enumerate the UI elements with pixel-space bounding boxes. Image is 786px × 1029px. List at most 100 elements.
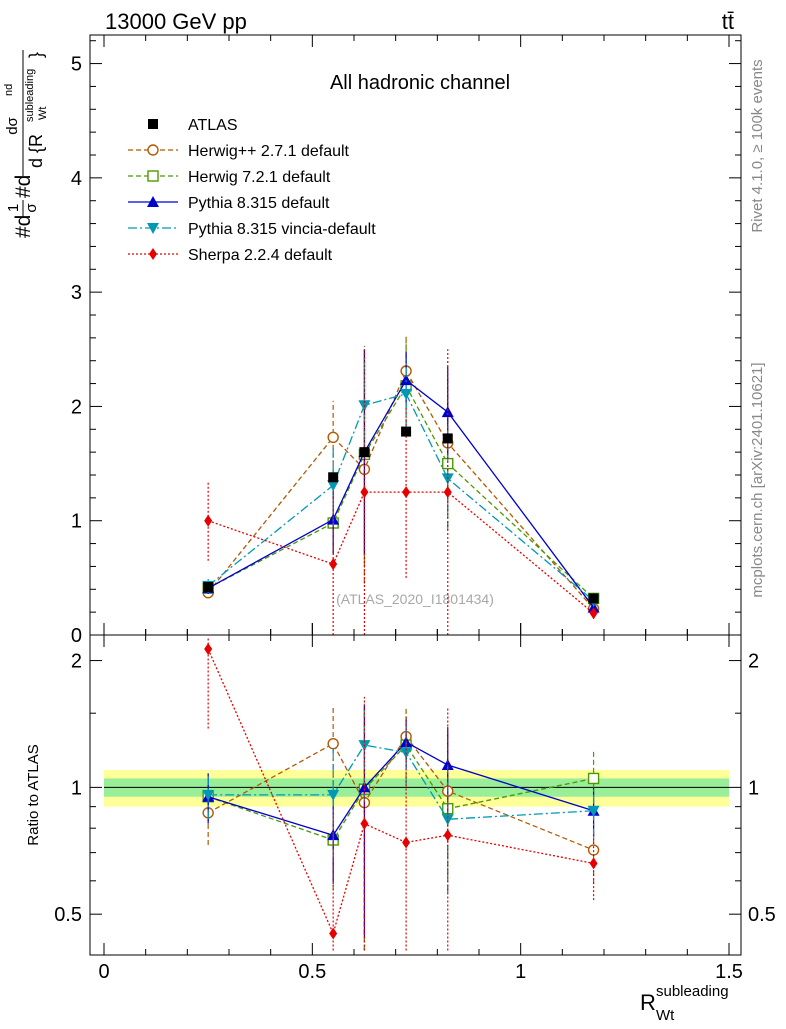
y-label-close: } — [26, 52, 46, 58]
y-label-prefix: #d — [12, 215, 35, 238]
x-tick-label: 0.5 — [298, 961, 326, 983]
ratio-frame — [89, 634, 742, 956]
ratio-point — [589, 857, 598, 870]
ratio-line — [207, 741, 594, 836]
legend-label: Pythia 8.315 default — [188, 195, 330, 212]
ratio-y-tick-label-right: 1 — [748, 777, 759, 799]
legend-marker — [147, 196, 159, 207]
mcplots-label: mcplots.cern.ch [arXiv:2401.10621] — [749, 362, 766, 597]
series-line — [207, 369, 595, 610]
data-point — [441, 406, 454, 418]
main-y-tick-label: 5 — [71, 54, 82, 76]
y-label-numer: dσ — [4, 116, 21, 134]
ratio-y-tick-label-left: 0.5 — [54, 904, 82, 926]
x-axis: 0 0.5 1 1.5 — [98, 35, 743, 983]
data-point — [360, 486, 369, 499]
main-y-tick-label: 4 — [71, 168, 82, 190]
legend-entry: Herwig++ 2.7.1 default — [128, 143, 350, 160]
x-tick-label: 0 — [98, 961, 109, 983]
ratio-bands — [104, 769, 729, 807]
legend-entry: Pythia 8.315 vincia-default — [128, 221, 376, 238]
legend-label: Herwig 7.2.1 default — [188, 169, 331, 186]
y-label-denom-sub: Wt — [37, 107, 49, 120]
ratio-point — [443, 829, 452, 842]
ratio-panel: 0.5 0.5 1 1 2 2 Ratio to ATLAS — [25, 634, 776, 956]
data-point — [400, 374, 413, 386]
ratio-point — [402, 836, 411, 849]
legend-label: ATLAS — [188, 117, 238, 134]
data-point — [204, 514, 213, 527]
legend-marker — [147, 223, 159, 234]
y-label-one: 1 — [5, 204, 22, 212]
series-4 — [204, 349, 598, 635]
ratio-point — [441, 814, 454, 826]
series-1 — [202, 340, 600, 605]
ratio-point — [202, 789, 215, 801]
atlas-point — [401, 426, 412, 437]
main-y-tick-label: 1 — [71, 511, 82, 533]
series-line — [207, 393, 595, 602]
y-axis-label: #d 1 σ #d dσ nd d {R subleading Wt } — [3, 50, 49, 238]
series-3 — [202, 353, 600, 607]
ratio-y-ticks: 0.5 0.5 1 1 2 2 — [54, 651, 776, 927]
ratio-line — [207, 648, 594, 936]
series-line — [207, 491, 594, 614]
y-label-sigma: σ — [23, 203, 40, 213]
y-label-denom: d {R — [26, 134, 46, 168]
main-y-tick-label: 0 — [71, 625, 82, 647]
y-label-denom-sup: subleading — [24, 69, 36, 122]
atlas-data — [203, 426, 599, 604]
main-panel: All hadronic channel (ATLAS_2020_I180143… — [71, 34, 742, 647]
ratio-y-tick-label-left: 2 — [71, 651, 82, 673]
legend-entry: Pythia 8.315 default — [128, 195, 330, 212]
legend-marker — [147, 170, 159, 182]
data-point — [589, 607, 598, 620]
ratio-y-tick-label-right: 0.5 — [748, 904, 776, 926]
ratio-y-label: Ratio to ATLAS — [25, 744, 42, 845]
process-label: tt̄ — [722, 9, 734, 34]
series-line — [207, 379, 595, 608]
legend-marker — [149, 248, 157, 260]
x-label-sup: subleading — [656, 983, 729, 1000]
series-line — [207, 384, 595, 599]
ratio-series — [202, 636, 600, 951]
ratio-point — [358, 781, 371, 793]
data-point — [400, 388, 413, 400]
ratio-y-tick-label-left: 1 — [71, 777, 82, 799]
ratio-point — [204, 643, 213, 656]
legend-label: Herwig++ 2.7.1 default — [188, 143, 350, 160]
y-label-mid: #d — [12, 175, 35, 198]
x-axis-label: R subleading Wt — [640, 983, 729, 1024]
ratio-point — [587, 772, 600, 785]
ratio-line — [207, 735, 594, 851]
data-point — [443, 486, 452, 499]
main-series — [202, 336, 600, 635]
x-label-sub: Wt — [656, 1007, 675, 1024]
legend-marker — [147, 144, 159, 156]
series-2 — [202, 349, 600, 613]
data-point — [327, 431, 339, 443]
energy-label: 13000 GeV pp — [105, 9, 247, 34]
data-point — [329, 558, 338, 571]
main-y-tick-label: 2 — [71, 396, 82, 418]
ratio-point — [587, 805, 600, 817]
ratio-line — [208, 744, 594, 820]
atlas-point — [442, 433, 453, 444]
legend-entry: Herwig 7.2.1 default — [128, 169, 331, 186]
y-label-numer-sup: nd — [3, 84, 15, 96]
x-tick-label: 1.5 — [715, 961, 743, 983]
ratio-series-4 — [204, 636, 598, 951]
analysis-watermark: (ATLAS_2020_I1801434) — [336, 591, 494, 607]
ratio-series-1 — [202, 702, 600, 951]
data-point — [327, 480, 340, 492]
atlas-point — [359, 447, 370, 458]
ratio-point — [329, 927, 338, 940]
atlas-point — [328, 472, 339, 483]
legend-marker — [148, 119, 158, 129]
series-0 — [202, 336, 600, 616]
x-tick-label: 1 — [515, 961, 526, 983]
ratio-y-tick-label-right: 2 — [748, 651, 759, 673]
rivet-label: Rivet 4.1.0, ≥ 100k events — [749, 59, 766, 232]
